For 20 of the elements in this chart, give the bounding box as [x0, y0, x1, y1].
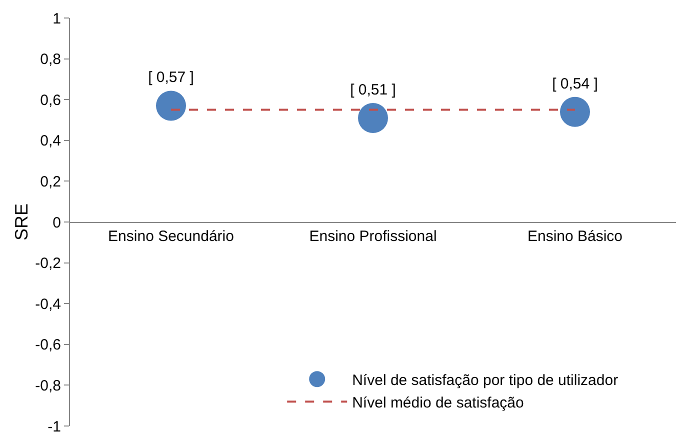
x-tick-label: Ensino Secundário — [108, 228, 234, 245]
y-tick-label: 0,8 — [40, 51, 61, 68]
data-label: [ 0,57 ] — [148, 69, 194, 86]
y-tick-label: 0,2 — [40, 173, 61, 190]
x-tick-label: Ensino Básico — [527, 228, 623, 245]
y-tick-label: -0,2 — [35, 255, 61, 272]
y-tick-label: 0,4 — [40, 132, 61, 150]
y-axis-title: SRE — [11, 203, 32, 241]
y-tick-label: -0,6 — [35, 336, 61, 354]
y-tick-label: -0,4 — [35, 296, 61, 313]
y-tick-label: -1 — [48, 418, 61, 436]
y-tick-label: 0,6 — [40, 92, 61, 109]
y-tick-label: 0 — [52, 214, 61, 232]
legend-label: Nível de satisfação por tipo de utilizador — [352, 372, 618, 389]
x-tick-label: Ensino Profissional — [309, 228, 437, 245]
legend-label: Nível médio de satisfação — [352, 394, 524, 412]
y-tick-label: 1 — [52, 10, 61, 28]
data-label: [ 0,54 ] — [552, 75, 598, 92]
data-label: [ 0,51 ] — [350, 81, 396, 98]
y-tick-label: -0,8 — [35, 377, 61, 394]
